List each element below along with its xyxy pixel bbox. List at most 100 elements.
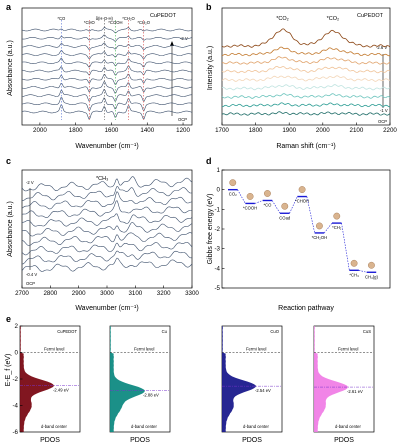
panel-c-xtick-label-2: 2900 [72, 290, 86, 297]
panel-letter-c: c [6, 156, 11, 166]
panel-e-material-0: CuPEDOT [57, 329, 77, 334]
panel-a-peak-label-2: δ(H-O-H) [96, 16, 114, 21]
panel-e-fermi-label-2: Fermi level [246, 347, 267, 352]
panel-e-dos-1 [110, 326, 145, 432]
panel-a-peak-label-4: *CH₂O [122, 16, 135, 21]
panel-e-ytick-label-4: -6 [12, 429, 18, 436]
panel-e-dband-value-2: -2.54 eV [255, 388, 271, 393]
panel-d-step-label-5: *CH₂OH [312, 235, 328, 240]
panel-e-xlabel-0: PDOS [40, 437, 60, 444]
panel-d-structure-6 [333, 212, 341, 220]
panel-d-ytick-label-6: -5 [214, 285, 220, 292]
panel-c-xtick-label-0: 2700 [15, 290, 29, 297]
panel-a-xtick-label-1: 1800 [69, 127, 83, 134]
panel-b-potential-mid: -1 V [380, 108, 388, 113]
panel-c-potential-bottom: -0.4 V [26, 272, 37, 277]
panel-c-frame [21, 169, 193, 289]
panel-b-tag: CuPEDOT [357, 13, 384, 19]
panel-letter-a: a [6, 2, 12, 12]
panel-d-connector-2 [254, 200, 263, 204]
panel-d-step-label-6: *CH₂ [332, 225, 342, 230]
panel-b-series-4 [221, 75, 390, 82]
panel-a-potential-bottom: OCP [178, 117, 187, 122]
panel-e-dband-legend-0: d-band center [41, 424, 67, 429]
panel-e-dband-value-3: -2.61 eV [347, 389, 363, 394]
panel-d-structure-2 [264, 190, 271, 197]
panel-a-peak-label-3: *COOH [108, 20, 122, 25]
panel-d-structure-3 [281, 202, 289, 210]
panel-d-connector-4 [289, 196, 298, 214]
panel-d-xlabel: Reaction pathway [278, 305, 334, 312]
panel-e-fermi-label-3: Fermi level [338, 347, 359, 352]
panel-c-series-2 [21, 191, 193, 210]
panel-d-connector-7 [341, 223, 350, 271]
panel-e-plot-2: CuO Fermi level -2.54 eV d-band center PDOS [221, 325, 283, 444]
panel-a-ylabel: Absorbance (a.u.) [7, 40, 14, 96]
panel-d-structure-0 [229, 179, 237, 187]
panel-a-peak-label-5: *CH₂O [137, 20, 150, 25]
panel-b-xtick-label-0: 1700 [215, 127, 229, 134]
panel-d: Gibbs free energy (eV) Reaction pathway … [207, 167, 391, 312]
panel-d-connector-6 [323, 222, 333, 234]
panel-e-dband-value-0: -2.49 eV [53, 387, 69, 392]
panel-c-xtick-label-3: 3000 [100, 290, 114, 297]
panel-c-peak-label: *CH₃ [96, 176, 108, 182]
panel-a-xtick-label-0: 2000 [33, 127, 47, 134]
panel-e-dband-legend-3: d-band center [335, 424, 361, 429]
panel-e-plot-3: CuS Fermi level -2.61 eV d-band center PDOS [313, 325, 375, 444]
panel-c-series-5 [21, 222, 193, 237]
panel-a-xlabel: Wavenumber (cm⁻¹) [75, 143, 138, 150]
panel-d-structure-8 [368, 261, 375, 269]
panel-d-structure-5 [316, 222, 323, 230]
panel-b-series-1 [221, 46, 391, 57]
panel-b-series-0 [221, 28, 391, 48]
panel-a-series-2 [21, 42, 192, 51]
panel-e-ylabel: E-E_f (eV) [5, 354, 12, 387]
panel-d-step-label-1: *COOH [243, 205, 257, 210]
panel-d-structure-4 [298, 186, 306, 193]
panel-letter-b: b [206, 2, 212, 12]
panel-d-ytick-label-4: -3 [214, 246, 220, 253]
panel-d-frame [221, 169, 391, 289]
panel-b-xtick-label-3: 2000 [316, 127, 330, 134]
panel-b-frame [221, 7, 391, 126]
panel-e-plot-0: CuPEDOT Fermi level -2.49 eV d-band center P… [12, 323, 81, 444]
panel-a-tag: CuPEDOT [150, 13, 177, 19]
panel-a-series-6 [21, 73, 193, 85]
panel-b-potential-top: -2.6 V [376, 45, 387, 50]
panel-e-material-2: CuO [270, 329, 279, 334]
panel-e-dband-value-1: -2.88 eV [143, 393, 159, 398]
panel-c-series-3 [21, 200, 193, 218]
panel-c-series-1 [22, 185, 193, 201]
panel-d-structure-1 [246, 193, 254, 200]
panel-d-connector-1 [237, 189, 246, 204]
panel-c-series-6 [21, 232, 193, 247]
panel-a: CuPEDOT Absorbance (a.u.) Wavenumber (cm… [7, 7, 193, 150]
panel-e-ytick-label-1: 0 [15, 350, 19, 357]
panel-e-frame-1 [109, 325, 171, 433]
panel-a-peak-label-1: *CHO [84, 20, 96, 25]
panel-d-ytick-label-0: 1 [217, 167, 221, 174]
panel-b-peak-label-1: *CO₂ [327, 16, 340, 22]
panel-d-ytick-label-1: 0 [217, 187, 221, 194]
panel-b-xtick-label-2: 1900 [282, 127, 296, 134]
panel-c-series-4 [22, 213, 193, 227]
panel-d-step-label-2: *CO [263, 202, 272, 207]
panel-a-series-9 [21, 97, 193, 112]
panel-c-xtick-label-5: 3200 [157, 290, 171, 297]
panel-b-xtick-label-5: 2200 [383, 127, 397, 134]
panel-d-structure-7 [350, 259, 358, 267]
panel-e-material-1: Cu [162, 329, 168, 334]
panel-d-step-label-7: *CH₃ [349, 272, 359, 277]
panel-e-dband-legend-2: d-band center [243, 424, 269, 429]
panel-b-peak-label-0: *CO₂ [276, 16, 289, 22]
panel-d-step-label-3: COad [279, 215, 291, 220]
panel-b-ylabel: Intensity (a.u.) [207, 46, 214, 90]
panel-e-xlabel-3: PDOS [334, 437, 354, 444]
panel-b-series-7 [221, 102, 391, 108]
panel-d-step-label-4: *CHOH [295, 199, 309, 204]
panel-d-step-label-0: CO₂ [229, 192, 237, 197]
panel-a-arrow-head [170, 41, 174, 46]
panel-d-connector-8 [358, 270, 367, 273]
panel-a-series-3 [21, 50, 193, 60]
